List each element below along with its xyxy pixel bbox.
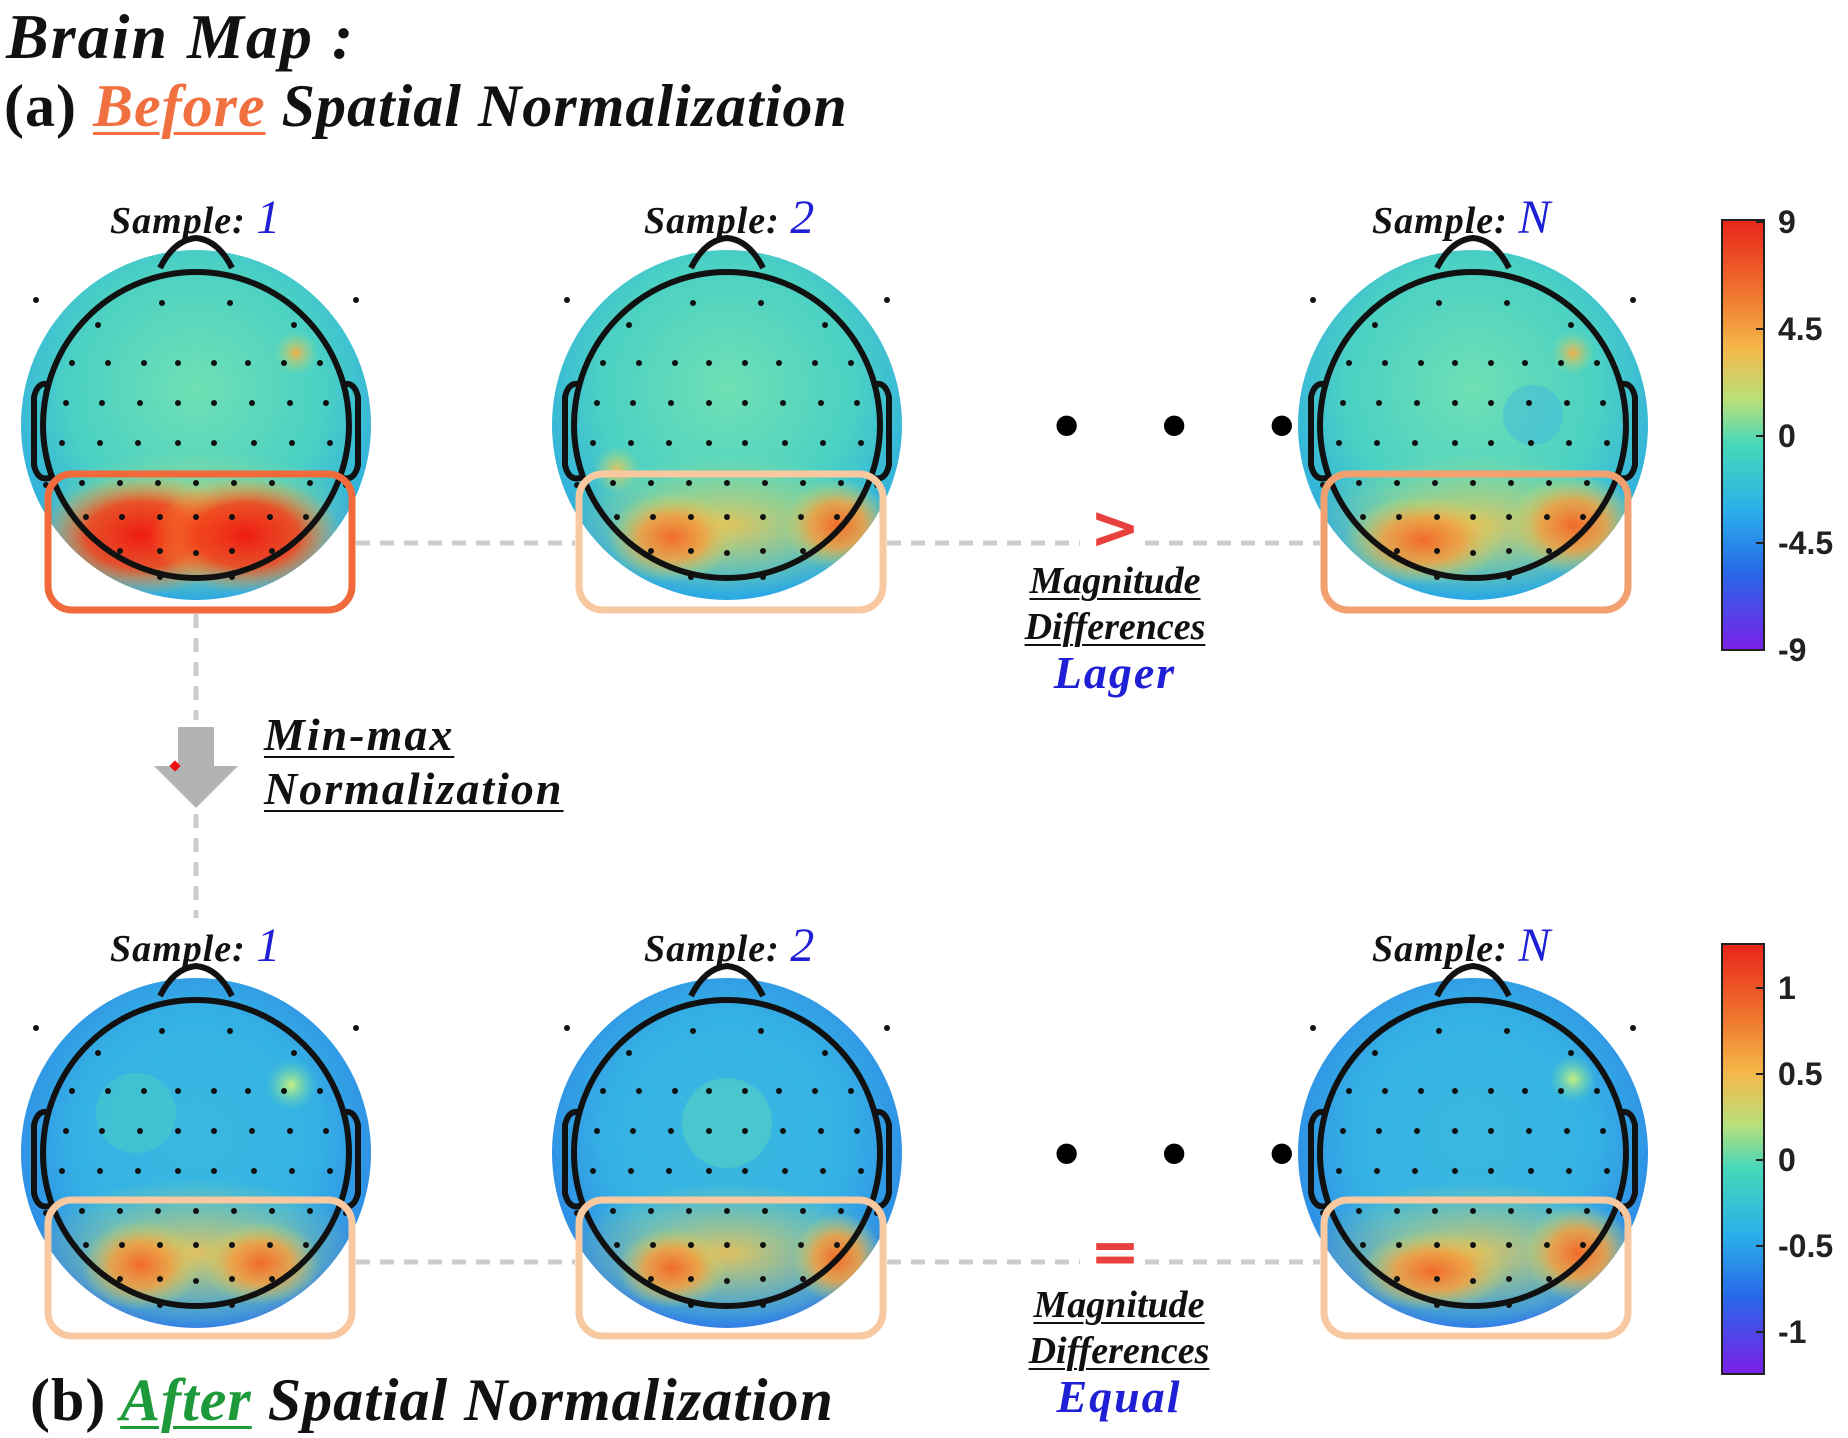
section-b-prefix: (b) <box>30 1367 107 1433</box>
section-a-rest: Spatial Normalization <box>281 73 848 139</box>
cbar-b-tick-3: -0.5 <box>1778 1228 1834 1264</box>
sample-label-a1: Sample: 1 <box>110 191 282 244</box>
page-title: Brain Map : <box>6 1 356 72</box>
sample-label-b1: Sample: 1 <box>110 919 282 972</box>
cbar-b-tick-1: 0.5 <box>1778 1056 1823 1092</box>
compare-a-note: Magnitude Differences Lager <box>990 558 1240 696</box>
sample-label-a2: Sample: 2 <box>644 191 816 244</box>
brain-map-bn <box>1298 966 1648 1328</box>
brain-map-a1 <box>21 238 371 600</box>
compare-a-result: Lager <box>1053 647 1177 698</box>
section-b-keyword: After <box>120 1367 252 1433</box>
cbar-b-tick-2: 0 <box>1778 1142 1796 1178</box>
section-a-heading: (a) Before Spatial Normalization <box>4 72 848 141</box>
roi-box-a2 <box>575 470 887 614</box>
cbar-b-tick-4: -1 <box>1778 1314 1807 1350</box>
compare-b-line1: Magnitude <box>1033 1284 1205 1326</box>
cbar-b-tick-0: 1 <box>1778 970 1796 1006</box>
brain-map-b2 <box>552 966 902 1328</box>
compare-a-line2: Differences <box>1024 606 1206 648</box>
compare-b-note: Magnitude Differences Equal <box>994 1282 1244 1420</box>
compare-b-line2: Differences <box>1028 1330 1210 1372</box>
sample-label-bn: Sample: N <box>1372 919 1552 972</box>
roi-box-bn <box>1320 1196 1632 1340</box>
section-b-rest: Spatial Normalization <box>267 1367 834 1433</box>
roi-box-b1 <box>44 1196 356 1340</box>
ellipsis-a: • • • <box>1046 387 1325 469</box>
normalization-arrow <box>154 727 238 808</box>
compare-a-line1: Magnitude <box>1029 560 1201 602</box>
cbar-a-tick-3: -4.5 <box>1778 525 1834 561</box>
section-a-prefix: (a) <box>4 73 77 139</box>
section-a-keyword: Before <box>92 73 266 139</box>
cbar-a-tick-2: 0 <box>1778 418 1796 454</box>
min-max-line2: Normalization <box>264 763 564 814</box>
cbar-a-tick-0: 9 <box>1778 204 1796 240</box>
compare-b-result: Equal <box>1056 1371 1182 1422</box>
roi-box-b2 <box>575 1196 887 1340</box>
sample-label-an: Sample: N <box>1372 191 1552 244</box>
min-max-label: Min-max Normalization <box>264 708 564 816</box>
ellipsis-b: • • • <box>1046 1115 1325 1197</box>
roi-box-a1 <box>44 470 356 614</box>
cbar-a-tick-1: 4.5 <box>1778 311 1823 347</box>
roi-box-an <box>1320 470 1632 614</box>
brain-map-b1 <box>21 966 371 1328</box>
colorbar-b <box>1721 943 1765 1375</box>
cbar-a-tick-4: -9 <box>1778 632 1807 668</box>
equals-symbol: = <box>1089 1217 1141 1287</box>
brain-map-an <box>1298 238 1648 600</box>
brain-map-a2 <box>552 238 902 600</box>
greater-than-symbol: > <box>1089 493 1141 563</box>
min-max-line1: Min-max <box>264 709 455 760</box>
sample-label-b2: Sample: 2 <box>644 919 816 972</box>
section-b-heading: (b) After Spatial Normalization <box>30 1366 834 1435</box>
arrow-marker <box>169 760 181 772</box>
